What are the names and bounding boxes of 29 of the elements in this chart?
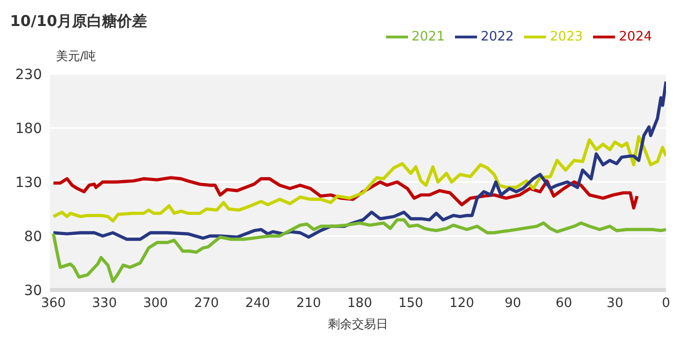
line-series <box>52 135 666 222</box>
x-tick-label: 120 <box>449 296 474 312</box>
x-tick-label: 300 <box>143 296 168 312</box>
legend-label: 2023 <box>550 30 583 45</box>
line-series <box>52 218 666 283</box>
x-tick-label: 60 <box>556 296 572 312</box>
y-axis-title: 美元/吨 <box>56 48 96 65</box>
chart-title: 10/10月原白糖价差 <box>10 12 148 31</box>
x-tick-label: 30 <box>606 296 624 312</box>
x-tick-label: 150 <box>398 296 424 312</box>
line-series <box>52 176 639 210</box>
y-tick-label: 230 <box>15 66 42 83</box>
x-axis-title: 剩余交易日 <box>328 317 388 331</box>
x-tick-label: 0 <box>662 296 670 312</box>
y-tick-label: 180 <box>15 120 42 137</box>
x-tick-label: 210 <box>296 296 322 312</box>
y-tick-label: 80 <box>24 228 42 245</box>
x-tick-label: 360 <box>40 296 66 312</box>
x-tick-label: 240 <box>245 296 270 312</box>
line-series <box>52 80 666 241</box>
legend-label: 2024 <box>618 30 652 45</box>
y-tick-label: 30 <box>24 282 42 299</box>
x-tick-label: 270 <box>194 296 219 312</box>
legend-label: 2021 <box>412 30 445 45</box>
x-tick-label: 180 <box>347 296 372 312</box>
x-tick-label: 90 <box>504 296 522 312</box>
x-tick-label: 330 <box>92 296 117 312</box>
legend-label: 2022 <box>480 30 514 45</box>
y-tick-label: 130 <box>15 174 42 191</box>
